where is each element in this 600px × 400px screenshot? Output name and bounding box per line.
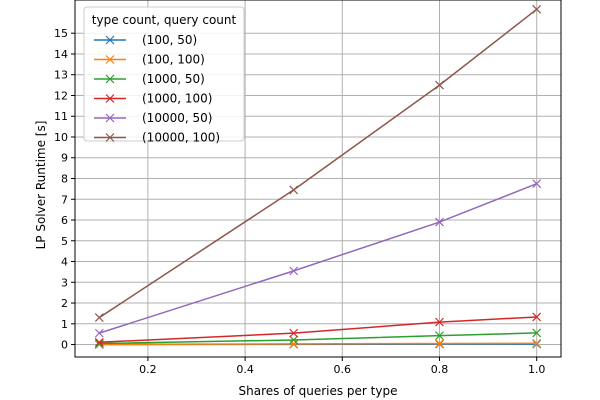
- data-point-marker: [94, 313, 104, 322]
- data-point-marker: [532, 4, 542, 14]
- legend-item: (10000, 100): [94, 131, 220, 145]
- legend-label: (1000, 100): [142, 92, 212, 106]
- legend-marker: [105, 74, 115, 84]
- data-point-marker: [435, 217, 444, 227]
- data-point-marker: [435, 317, 444, 327]
- series-line-3: [99, 316, 537, 344]
- x-tick-label: 0.2: [139, 363, 157, 376]
- y-tick-label: 1: [61, 318, 68, 331]
- data-point-marker: [289, 266, 299, 276]
- x-tick-label: 0.8: [431, 363, 449, 376]
- legend-item: (100, 100): [94, 53, 205, 67]
- y-axis-label: LP Solver Runtime [s]: [34, 121, 48, 250]
- legend-label: (1000, 50): [142, 72, 205, 86]
- legend-title: type count, query count: [92, 13, 237, 27]
- legend-item: (1000, 100): [94, 92, 212, 106]
- legend-item: (10000, 50): [94, 111, 212, 125]
- legend-label: (10000, 100): [142, 131, 220, 145]
- series-line-1: [99, 342, 537, 346]
- legend-marker: [105, 133, 115, 142]
- y-tick-label: 10: [54, 131, 68, 144]
- data-point-marker: [435, 80, 444, 90]
- y-tick-label: 15: [54, 27, 68, 40]
- y-tick-label: 7: [61, 193, 68, 206]
- data-point-marker: [435, 339, 444, 348]
- y-tick-label: 9: [61, 152, 68, 165]
- legend-label: (100, 50): [142, 33, 197, 47]
- data-point-marker: [289, 335, 299, 345]
- legend-marker: [105, 113, 115, 123]
- data-point-marker: [94, 337, 104, 347]
- x-axis-label: Shares of queries per type: [239, 384, 398, 398]
- data-point-marker: [532, 179, 542, 189]
- legend-items: (100, 50) (100, 100) (1000, 50) (1000, 100)…: [94, 33, 220, 145]
- legend-item: (100, 50): [94, 33, 197, 47]
- legend-marker: [105, 94, 115, 103]
- y-tick-label: 5: [61, 235, 68, 248]
- x-tick-label: 0.4: [236, 363, 254, 376]
- series-line-2: [99, 332, 537, 345]
- y-tick-label: 11: [54, 110, 68, 123]
- data-point-marker: [289, 185, 299, 195]
- y-tick-label: 6: [61, 214, 68, 227]
- data-point-marker: [94, 339, 104, 348]
- data-point-marker: [532, 338, 542, 348]
- data-point-marker: [532, 312, 542, 322]
- legend-marker: [105, 35, 115, 45]
- data-point-marker: [94, 328, 104, 338]
- series-lines: [94, 4, 542, 349]
- y-tick-label: 14: [54, 48, 68, 61]
- legend-label: (100, 100): [142, 53, 205, 67]
- data-point-marker: [289, 328, 299, 338]
- data-point-marker: [532, 328, 542, 338]
- y-tick-label: 0: [61, 339, 68, 352]
- legend-label: (10000, 50): [142, 111, 212, 125]
- legend-item: (1000, 50): [94, 72, 205, 86]
- x-tick-label: 1.0: [528, 363, 546, 376]
- y-tick-label: 3: [61, 276, 68, 289]
- legend-marker: [105, 55, 115, 64]
- y-tick-label: 4: [61, 256, 68, 269]
- y-tick-label: 13: [54, 69, 68, 82]
- legend: type count, query count (100, 50) (100, 1…: [83, 6, 245, 145]
- data-point-marker: [435, 331, 444, 341]
- y-tick-label: 8: [61, 173, 68, 186]
- y-tick-label: 2: [61, 297, 68, 310]
- y-tick-label: 12: [54, 89, 68, 102]
- series-line-5: [98, 8, 538, 319]
- series-line-4: [99, 182, 537, 334]
- x-tick-label: 0.6: [334, 363, 352, 376]
- data-point-marker: [289, 339, 299, 349]
